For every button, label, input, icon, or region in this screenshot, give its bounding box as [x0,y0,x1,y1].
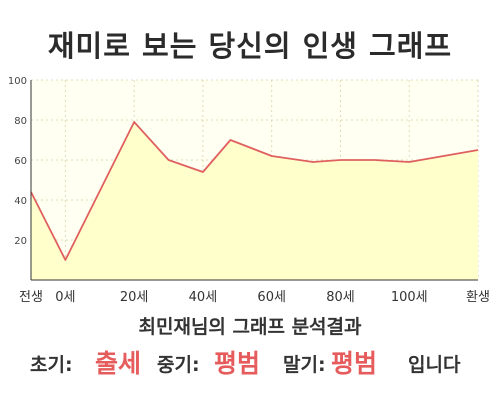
x-tick-label: 전생 [19,290,43,305]
result-summary: 초기: 출세 중기: 평범 말기: 평범 입니다 [0,346,500,382]
x-tick-label: 20세 [120,290,149,305]
series-area [31,122,478,280]
life-graph-chart: 20 40 60 80 100 전생 0세 20세 40세 60세 80세 100세 환생 [8,76,490,305]
x-tick-label: 환생 [466,290,490,305]
mid-value: 평범 [214,349,261,378]
x-tick-label: 80세 [326,290,355,305]
y-tick-label: 60 [14,156,27,167]
x-tick-label: 100세 [391,290,428,305]
early-label: 초기: [30,354,73,376]
series-line [30,121,479,261]
page-title: 재미로 보는 당신의 인생 그래프 [47,29,453,63]
y-tick-label: 40 [14,196,27,207]
x-tick-label: 60세 [257,290,286,305]
y-tick-label: 20 [14,236,27,247]
y-tick-label: 80 [14,116,27,127]
early-value: 출세 [95,349,142,378]
ending-text: 입니다 [408,354,461,376]
late-value: 평범 [331,349,378,378]
x-tick-label: 0세 [55,290,75,305]
late-label: 말기: [283,354,326,376]
result-title: 최민재님의 그래프 분석결과 [138,316,362,338]
mid-label: 중기: [157,354,200,376]
x-tick-label: 40세 [189,290,218,305]
y-tick-label: 100 [8,76,27,87]
